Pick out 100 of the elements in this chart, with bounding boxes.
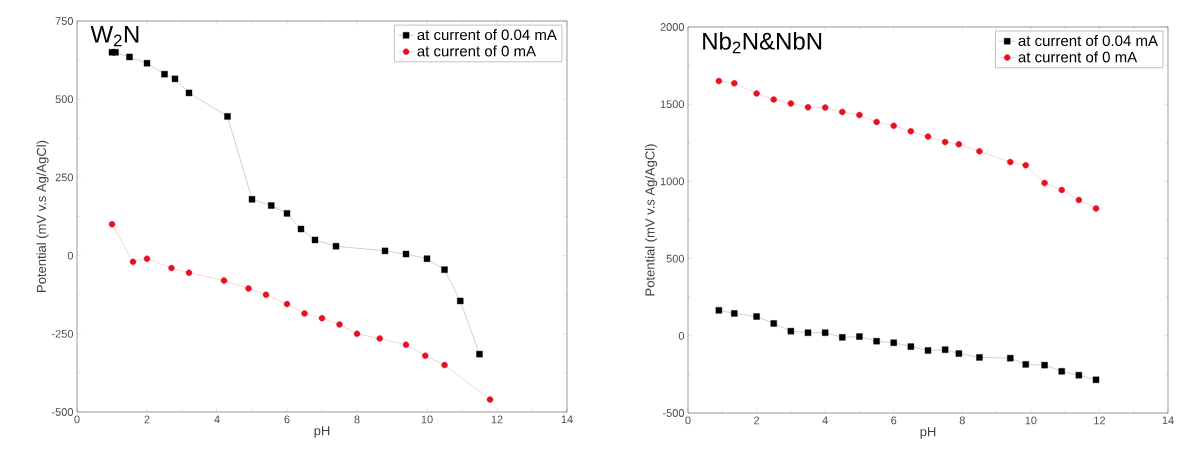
legend-label: at current of 0.04 mA	[1018, 35, 1158, 47]
x-tick-label: 0	[74, 415, 80, 424]
point	[441, 266, 448, 273]
point	[220, 277, 228, 284]
point	[770, 320, 777, 327]
point	[126, 53, 133, 61]
point	[108, 221, 116, 228]
x-tick-label: 12	[491, 415, 503, 424]
point	[955, 350, 963, 357]
point	[731, 310, 738, 317]
point	[770, 96, 777, 103]
point	[907, 343, 915, 350]
annotation: W$_{2}$N	[90, 26, 139, 47]
point	[873, 118, 880, 126]
y-tick-label: 0	[678, 331, 685, 340]
point	[171, 75, 179, 83]
x-tick-label: 6	[284, 415, 290, 424]
y-tick-label: 0	[67, 251, 74, 260]
point	[1022, 161, 1029, 169]
point	[301, 310, 308, 317]
point	[753, 313, 760, 320]
point	[441, 361, 448, 369]
point	[143, 255, 151, 262]
x-tick-label: 14	[561, 415, 573, 424]
x-tick-label: 2	[144, 415, 150, 424]
point	[457, 297, 464, 305]
point	[332, 243, 340, 250]
point	[1041, 179, 1048, 187]
point	[1092, 205, 1100, 212]
point	[185, 89, 193, 97]
point	[821, 329, 829, 336]
x-tick-label: 12	[1094, 416, 1105, 425]
legend-label: at current of 0 mA	[1018, 51, 1138, 63]
point	[753, 90, 760, 97]
y-tick-label: 1000	[660, 177, 685, 186]
point	[1058, 368, 1065, 375]
point	[941, 346, 949, 353]
y-tick-label: 750	[55, 17, 74, 25]
point	[283, 210, 291, 217]
y-tick-label: -500	[662, 409, 685, 417]
point	[336, 321, 343, 328]
annotation: Nb$_{2}$N&NbN	[703, 32, 822, 54]
point	[311, 236, 319, 244]
x-tick-label: 8	[959, 416, 965, 425]
x-tick-label: 6	[891, 416, 897, 425]
y-axis-title: Potential (mV v.s Ag/AgCl)	[645, 144, 658, 296]
legend-label: at current of 0 mA	[417, 45, 537, 57]
point	[129, 258, 137, 266]
y-axis-title: Potential (mV v.s Ag/AgCl)	[36, 140, 49, 292]
point	[1075, 196, 1083, 204]
point	[161, 70, 168, 78]
point	[268, 202, 275, 209]
x-tick-label: 10	[1025, 416, 1037, 425]
point	[423, 255, 431, 262]
point	[907, 128, 915, 135]
point	[486, 396, 494, 403]
point	[955, 141, 963, 148]
point	[168, 264, 175, 272]
y-tick-label: -250	[51, 329, 74, 338]
x-tick-label: 10	[421, 415, 433, 424]
point	[976, 148, 983, 155]
point	[1092, 376, 1100, 383]
point	[890, 339, 897, 346]
point	[715, 77, 723, 85]
point	[804, 329, 812, 336]
legend-label: at current of 0.04 mA	[417, 29, 557, 41]
point	[839, 108, 846, 116]
point	[248, 196, 256, 203]
y-tick-label: 500	[55, 95, 74, 104]
point	[821, 104, 829, 111]
point	[476, 350, 483, 358]
point	[873, 338, 880, 345]
x-tick-label: 2	[754, 416, 760, 425]
point	[731, 80, 738, 87]
point	[353, 330, 361, 337]
point	[1058, 186, 1065, 194]
point	[856, 333, 863, 340]
x-tick-label: 4	[822, 416, 828, 425]
point	[1007, 354, 1014, 362]
point	[941, 138, 949, 146]
point	[402, 250, 410, 258]
point	[787, 100, 795, 107]
y-tick-label: 250	[55, 173, 74, 182]
point	[112, 49, 119, 56]
point	[376, 335, 383, 342]
point	[402, 341, 410, 348]
point	[1007, 158, 1014, 166]
x-tick-label: 0	[685, 416, 691, 425]
point	[1075, 371, 1083, 379]
point	[381, 247, 389, 255]
point	[924, 133, 932, 140]
point	[1041, 361, 1048, 369]
point	[715, 307, 723, 314]
point	[283, 300, 291, 308]
point	[804, 104, 812, 111]
point	[924, 347, 932, 354]
y-tick-label: 2000	[660, 23, 685, 31]
point	[185, 269, 193, 276]
point	[976, 354, 983, 361]
x-axis-title: pH	[314, 426, 330, 438]
